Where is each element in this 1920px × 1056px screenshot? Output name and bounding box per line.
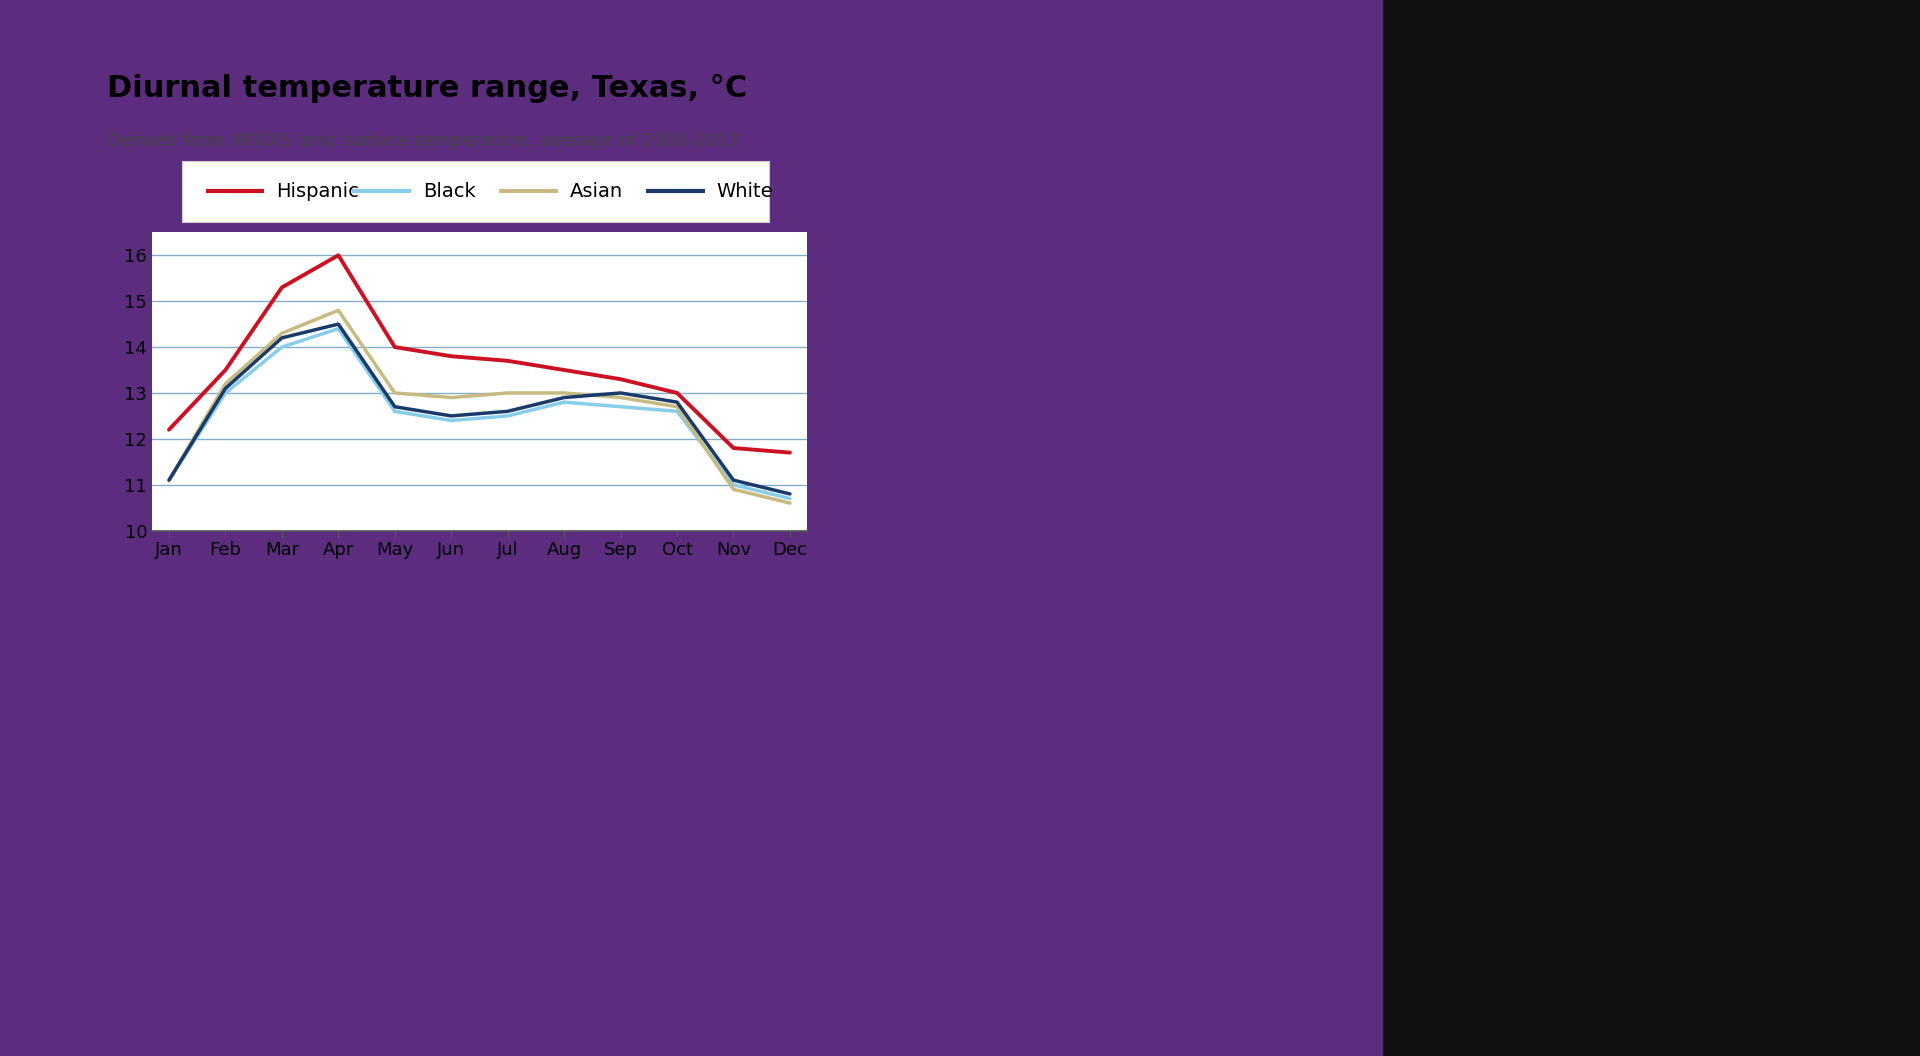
Text: Asian: Asian [570,182,622,201]
Bar [0,0,1382,1056]
Text: White: White [716,182,774,201]
Text: Diurnal temperature range, Texas, °C: Diurnal temperature range, Texas, °C [108,74,747,102]
Text: Derived from MODIS land surface temperature, average of 2000-2017: Derived from MODIS land surface temperat… [108,132,739,150]
Text: Hispanic: Hispanic [276,182,359,201]
Text: Black: Black [422,182,476,201]
